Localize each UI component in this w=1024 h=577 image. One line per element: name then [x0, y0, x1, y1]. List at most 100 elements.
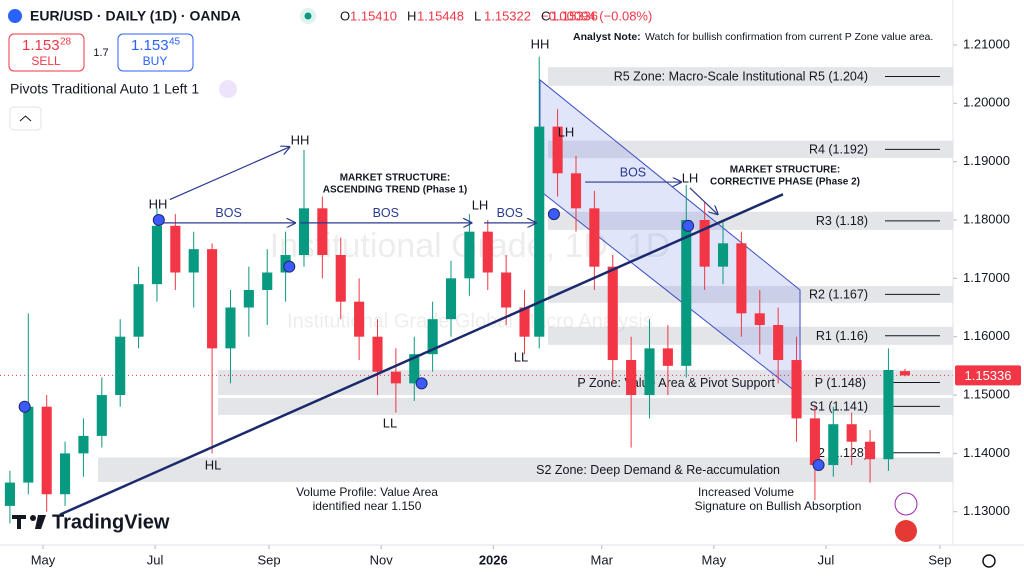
- candle-body: [754, 313, 765, 326]
- last-price-label: 1.15336: [965, 368, 1012, 383]
- annotation: ASCENDING TREND (Phase 1): [323, 185, 467, 196]
- annotation: Volume Profile: Value Area: [296, 485, 438, 499]
- flash-icon[interactable]: [894, 492, 918, 516]
- candle-body: [445, 278, 457, 320]
- buy-pips: 45: [169, 37, 181, 48]
- candle-body: [501, 272, 512, 308]
- candle-body: [864, 441, 876, 460]
- arrow: [689, 187, 718, 214]
- arrow-label: BOS: [215, 206, 241, 220]
- candle-body: [828, 424, 839, 466]
- annotation: LL: [383, 415, 397, 430]
- candle-body: [899, 371, 911, 376]
- candle-body: [354, 301, 365, 337]
- candle-body: [225, 307, 236, 349]
- x-tick-label: May: [31, 552, 56, 567]
- sell-button[interactable]: [8, 33, 85, 72]
- arrow-label: BOS: [373, 206, 399, 220]
- note-text: Watch for bullish confirmation from curr…: [645, 31, 933, 43]
- candle-body: [390, 371, 401, 384]
- note-lead: Analyst Note:: [573, 31, 641, 43]
- status-dot: [304, 12, 312, 20]
- candle-body: [23, 406, 34, 483]
- candle-body: [589, 208, 600, 267]
- candle-body: [607, 266, 618, 361]
- y-tick-label: 1.16000: [963, 328, 1010, 343]
- collapse-button[interactable]: [9, 106, 42, 131]
- change: −0.00094 (−0.08%): [541, 8, 652, 23]
- ohlc-value: 1.15410: [350, 8, 397, 23]
- candle-body: [717, 243, 729, 267]
- spread: 1.7: [93, 47, 108, 59]
- x-tick-label: Sep: [257, 552, 280, 567]
- annotation: HH: [291, 132, 310, 147]
- arrow: [169, 147, 289, 201]
- candle-body: [298, 208, 310, 255]
- candle-body: [662, 348, 673, 366]
- x-tick-label: Jul: [818, 552, 835, 567]
- pivot-point: [18, 400, 31, 413]
- candle-body: [133, 284, 144, 337]
- pivot-point: [812, 459, 825, 472]
- arrow-label: BOS: [497, 206, 523, 220]
- x-tick-label: 2026: [479, 552, 508, 567]
- x-tick-label: Mar: [591, 552, 614, 567]
- ohlc-letter: O: [340, 8, 350, 23]
- buy-price: 1.153: [131, 37, 169, 54]
- annotation: MARKET STRUCTURE:: [340, 173, 451, 184]
- sell-price: 1.153: [22, 37, 60, 54]
- annotation: identified near 1.150: [313, 499, 422, 513]
- candle-body: [4, 482, 15, 506]
- indicator-icon[interactable]: [219, 80, 237, 98]
- buy-button[interactable]: [117, 33, 194, 72]
- watermark: Institutional Grade Global Macro Analysi…: [287, 310, 653, 332]
- zone-label: R5 Zone: Macro-Scale Institutional R5 (1…: [614, 70, 868, 84]
- sell-label: SELL: [31, 54, 61, 68]
- candle-body: [317, 208, 328, 255]
- zone-label: S2 Zone: Deep Demand & Re-accumulation: [536, 463, 780, 477]
- candle-body: [482, 231, 493, 273]
- zone: [218, 397, 953, 415]
- candle-body: [570, 173, 582, 209]
- candle-body: [736, 243, 747, 314]
- zone-label: R4 (1.192): [809, 143, 868, 157]
- annotation: MARKET STRUCTURE:: [730, 165, 841, 176]
- zone-label: R2 (1.167): [809, 288, 868, 302]
- zone: [548, 285, 953, 303]
- candle-body: [115, 336, 126, 396]
- candle-body: [552, 126, 563, 174]
- candle-body: [409, 354, 420, 384]
- settings-icon: [982, 554, 996, 568]
- zone: [98, 457, 953, 482]
- candle-body: [681, 219, 692, 366]
- annotation: LH: [558, 124, 575, 139]
- candle-body: [335, 254, 346, 302]
- candle-body: [699, 219, 710, 267]
- logo: TradingView: [52, 511, 170, 533]
- annotation: HH: [149, 196, 168, 211]
- candle-body: [883, 369, 894, 460]
- zone-label: S1 (1.141): [810, 400, 868, 414]
- pivot-point: [152, 213, 165, 226]
- x-tick-label: Sep: [928, 552, 951, 567]
- pivot-point: [283, 260, 296, 273]
- candle-body: [773, 325, 784, 361]
- symbol: EUR/USD · DAILY (1D) · OANDA: [30, 8, 241, 24]
- buy-label: BUY: [143, 54, 168, 68]
- ohlc-letter: H: [407, 8, 416, 23]
- y-tick-label: 1.14000: [963, 445, 1010, 460]
- y-tick-label: 1.19000: [963, 153, 1010, 168]
- chevron: [19, 115, 32, 122]
- candle-body: [809, 418, 820, 466]
- candle-body: [78, 435, 89, 454]
- annotation: LH: [682, 170, 699, 185]
- sell-pips: 28: [60, 37, 72, 48]
- x-tick-label: May: [702, 552, 727, 567]
- arrow-label: BOS: [620, 165, 646, 179]
- zone: [548, 211, 953, 230]
- x-tick-label: Jul: [147, 552, 164, 567]
- pivot-point: [682, 219, 695, 232]
- annotation: HH: [531, 36, 550, 51]
